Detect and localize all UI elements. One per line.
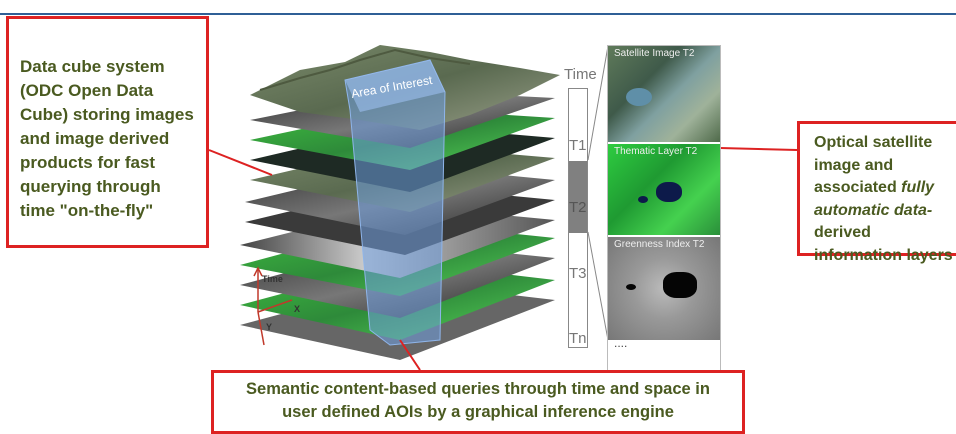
callout-data-cube: Data cube system (ODC Open Data Cube) st… xyxy=(6,16,209,248)
panel-more: .... xyxy=(608,340,720,370)
time-tick-t1: T1 xyxy=(569,137,587,154)
callout-data-cube-text: Data cube system (ODC Open Data Cube) st… xyxy=(20,57,194,220)
axis-label-y: Y xyxy=(266,322,272,332)
time-axis-selected-band xyxy=(569,161,587,233)
panels-frame xyxy=(607,45,721,372)
callout-semantic-queries: Semantic content-based queries through t… xyxy=(211,370,745,434)
callout-optical-text-2: derived information layers xyxy=(814,224,953,264)
panel-greenness-index: Greenness Index T2 xyxy=(608,237,720,340)
time-tick-t2: T2 xyxy=(569,199,587,216)
axes-indicator xyxy=(253,266,293,346)
panel-title: Greenness Index T2 xyxy=(614,239,705,250)
callout-semantic-line-1: Semantic content-based queries through t… xyxy=(246,380,710,398)
time-tick-tn: Tn xyxy=(569,330,587,347)
panel-more-dots: .... xyxy=(614,340,628,350)
time-axis-title: Time xyxy=(564,66,597,83)
callout-optical-text-1: Optical satellite image and associated xyxy=(814,134,933,196)
panel-thematic-layer: Thematic Layer T2 xyxy=(608,142,720,237)
panel-title: Thematic Layer T2 xyxy=(614,146,698,157)
panel-satellite-image: Satellite Image T2 xyxy=(608,46,720,142)
callout-optical-italic: fully automatic data- xyxy=(814,179,935,219)
panel-title: Satellite Image T2 xyxy=(614,48,695,59)
top-rule xyxy=(0,13,956,15)
axis-label-time: Time xyxy=(262,274,283,284)
time-tick-t3: T3 xyxy=(569,265,587,282)
time-axis-bar xyxy=(568,88,588,348)
callout-semantic-line-2: user defined AOIs by a graphical inferen… xyxy=(282,403,674,421)
callout-optical-satellite: Optical satellite image and associated f… xyxy=(797,121,956,264)
axis-label-x: X xyxy=(294,304,300,314)
